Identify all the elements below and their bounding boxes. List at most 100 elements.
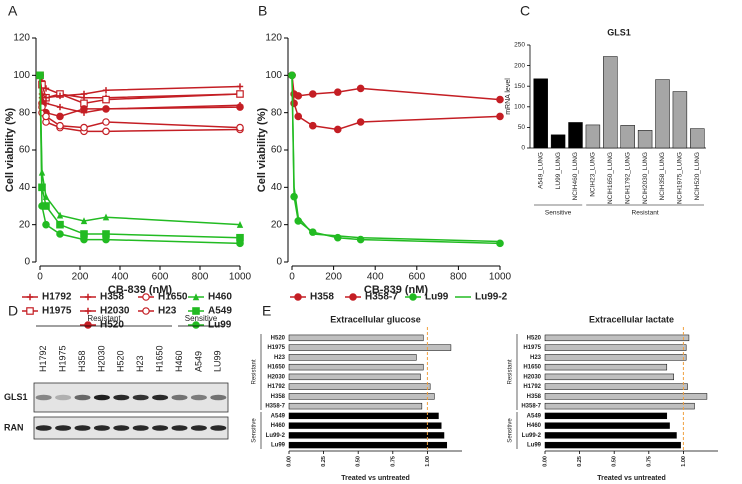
y-tick-label: H2030 (523, 374, 541, 380)
x-tick-label: NCIH520_LUNG (694, 152, 701, 200)
series-line (39, 75, 241, 129)
marker (102, 118, 110, 126)
x-tick-label: 0.25 (321, 456, 327, 467)
legend-marker (294, 293, 302, 301)
x-tick-label: 0.75 (390, 456, 396, 467)
x-tick-label: LU99_LUNG (555, 152, 562, 189)
x-tick-label: 0.50 (612, 456, 618, 467)
marker (38, 202, 46, 210)
bar (288, 412, 439, 420)
legend-marker (84, 321, 92, 329)
marker (42, 112, 50, 121)
panel-label: A (8, 3, 18, 19)
marker (56, 211, 64, 219)
legend-label: Lu99-2 (475, 292, 508, 303)
x-tick-label: A549_LUNG (537, 152, 544, 189)
y-tick-label: 40 (271, 182, 283, 193)
x-tick-label: 0 (289, 272, 295, 283)
legend-label: Lu99 (425, 292, 449, 303)
y-tick-label: H460 (527, 423, 542, 429)
bar (544, 354, 687, 361)
blot-band (152, 394, 169, 401)
group-label: Resistant (632, 210, 659, 217)
y-tick-label: 50 (518, 124, 526, 131)
bar (544, 363, 668, 371)
legend-marker (192, 307, 200, 315)
y-tick-label: Lu99-2 (522, 433, 542, 439)
bar (288, 354, 417, 361)
y-tick-label: Lu99 (527, 443, 542, 449)
x-tick-label: 800 (192, 272, 209, 283)
bar (544, 344, 687, 351)
lane-label: LU99 (213, 350, 223, 372)
marker (294, 112, 303, 121)
group-label: Sensitive (545, 210, 572, 217)
y-tick-label: H358-7 (521, 404, 541, 410)
marker (236, 83, 244, 90)
marker (80, 90, 88, 98)
chart-title: Extracellular glucose (330, 314, 421, 324)
bar (288, 334, 424, 342)
marker (308, 121, 317, 130)
x-tick-label: NCIH1975_LUNG (677, 152, 684, 204)
blot-band (171, 425, 188, 431)
blot-band (113, 394, 130, 401)
x-tick-label: 800 (450, 272, 467, 283)
x-axis-label: CB-839 (nM) (364, 284, 429, 296)
blot-group-label: Sensitive (185, 314, 218, 323)
blot-band (132, 394, 149, 401)
y-tick-label: 0 (24, 257, 30, 268)
marker (356, 118, 365, 126)
legend-label: Lu99 (208, 320, 232, 331)
y-tick-label: 40 (19, 182, 31, 193)
legend-marker (142, 307, 150, 315)
legend-label: H1975 (42, 306, 72, 317)
y-tick-label: 100 (265, 70, 282, 81)
y-tick-label: H1975 (523, 345, 541, 351)
bar (288, 393, 435, 400)
panel-label: C (520, 3, 530, 19)
y-tick-label: H520 (271, 335, 286, 341)
marker (236, 239, 244, 248)
marker (294, 92, 303, 100)
x-tick-label: NCIH1792_LUNG (624, 152, 631, 204)
legend-marker (349, 293, 357, 301)
y-tick-label: 200 (514, 62, 525, 69)
marker (496, 112, 504, 121)
legend-marker (192, 321, 200, 329)
bar (288, 344, 452, 351)
x-axis-label: CB-839 (nM) (108, 284, 173, 296)
lane-label: H23 (135, 355, 145, 372)
bar (585, 124, 601, 149)
marker (308, 90, 317, 98)
blot-band (210, 425, 227, 431)
bar (672, 91, 688, 149)
y-tick-label: A549 (271, 413, 286, 419)
y-tick-label: 60 (19, 145, 31, 156)
marker (56, 103, 64, 111)
marker (102, 95, 110, 104)
y-tick-label: 120 (265, 33, 282, 44)
lane-label: H1975 (57, 345, 67, 372)
bar (690, 128, 705, 149)
x-tick-label: 0.50 (356, 456, 362, 467)
marker (80, 123, 88, 132)
marker (333, 88, 342, 96)
legend-label: H1650 (158, 292, 188, 303)
bar (544, 412, 668, 420)
y-tick-label: 60 (271, 145, 283, 156)
blot-band (35, 394, 52, 401)
lane-label: H1650 (154, 345, 164, 372)
x-tick-label: 1000 (229, 272, 252, 283)
marker (356, 84, 365, 93)
x-tick-label: 1000 (489, 272, 512, 283)
bar (544, 441, 681, 449)
x-tick-label: NCIH23_LUNG (590, 152, 597, 197)
x-axis-label: Treated vs untreated (597, 475, 665, 482)
marker (80, 217, 88, 225)
lane-label: H1792 (38, 345, 48, 372)
legend-label: H1792 (42, 292, 72, 303)
blot-band (190, 394, 207, 401)
y-tick-label: 0 (276, 257, 282, 268)
marker (496, 95, 504, 104)
